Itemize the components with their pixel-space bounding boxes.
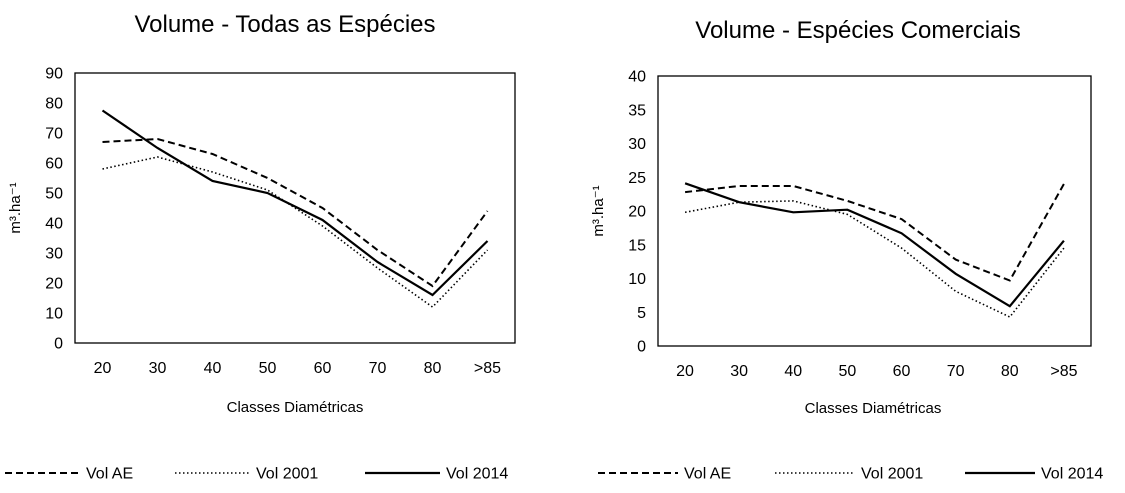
y-tick-label: 70 — [45, 126, 63, 143]
x-axis-label: Classes Diamétricas — [805, 400, 942, 417]
y-tick-label: 20 — [45, 276, 63, 293]
x-axis-label: Classes Diamétricas — [227, 399, 364, 416]
chart-1: Volume - Todas as Espécies 0 10 20 30 40 50 60 7… — [5, 11, 516, 483]
chart-title: Volume - Todas as Espécies — [134, 11, 435, 38]
legend-label: Vol AE — [86, 466, 133, 483]
x-tick-label: >85 — [474, 360, 501, 377]
x-tick-label: 20 — [94, 360, 112, 377]
y-tick-label: 50 — [45, 186, 63, 203]
y-tick-label: 10 — [628, 271, 646, 288]
y-tick-label: 5 — [637, 305, 646, 322]
y-tick-label: 40 — [45, 216, 63, 233]
y-axis-label: m³.ha⁻¹ — [590, 185, 607, 236]
legend-label: Vol AE — [684, 466, 731, 483]
x-tick-label: 50 — [839, 363, 857, 380]
y-tick-label: 0 — [54, 336, 63, 353]
x-tick-label: >85 — [1050, 363, 1077, 380]
y-tick-label: 60 — [45, 156, 63, 173]
x-tick-label: 40 — [784, 363, 802, 380]
plot-area-frame — [657, 75, 1092, 347]
y-tick-label: 80 — [45, 96, 63, 113]
y-tick-label: 35 — [628, 102, 646, 119]
chart-title: Volume - Espécies Comerciais — [695, 17, 1020, 44]
series-line-vol-2001 — [102, 156, 489, 309]
series-line-vol-ae — [102, 137, 489, 288]
legend-label: Vol 2014 — [1041, 466, 1103, 483]
x-tick-label: 70 — [369, 360, 387, 377]
x-tick-label: 30 — [149, 360, 167, 377]
x-tick-label: 60 — [314, 360, 332, 377]
legend-label: Vol 2001 — [256, 466, 318, 483]
x-tick-label: 80 — [1001, 363, 1019, 380]
y-tick-label: 30 — [628, 136, 646, 153]
y-tick-label: 10 — [45, 306, 63, 323]
y-tick-label: 40 — [628, 69, 646, 86]
x-tick-label: 50 — [259, 360, 277, 377]
x-tick-label: 80 — [424, 360, 442, 377]
y-tick-label: 0 — [637, 339, 646, 356]
legend-label: Vol 2001 — [861, 466, 923, 483]
y-axis-label: m³.ha⁻¹ — [7, 182, 24, 233]
x-tick-label: 40 — [204, 360, 222, 377]
legend: Vol AE Vol 2001 Vol 2014 — [5, 466, 508, 483]
x-tick-label: 70 — [947, 363, 965, 380]
series-line-vol-2014 — [101, 109, 489, 297]
series-line-vol-2014 — [684, 182, 1065, 308]
y-tick-label: 30 — [45, 246, 63, 263]
legend: Vol AE Vol 2001 Vol 2014 — [598, 466, 1103, 483]
chart-2: Volume - Espécies Comerciais 0 5 10 15 20 25 30… — [590, 17, 1103, 483]
y-tick-label: 90 — [45, 66, 63, 83]
x-tick-label: 60 — [893, 363, 911, 380]
legend-label: Vol 2014 — [446, 466, 508, 483]
y-tick-label: 15 — [628, 237, 646, 254]
y-tick-label: 20 — [628, 204, 646, 221]
x-tick-label: 20 — [676, 363, 694, 380]
y-tick-label: 25 — [628, 170, 646, 187]
plot-area-frame — [74, 72, 516, 344]
x-tick-label: 30 — [730, 363, 748, 380]
series-line-vol-2001 — [684, 200, 1065, 318]
series-line-vol-ae — [684, 183, 1065, 282]
